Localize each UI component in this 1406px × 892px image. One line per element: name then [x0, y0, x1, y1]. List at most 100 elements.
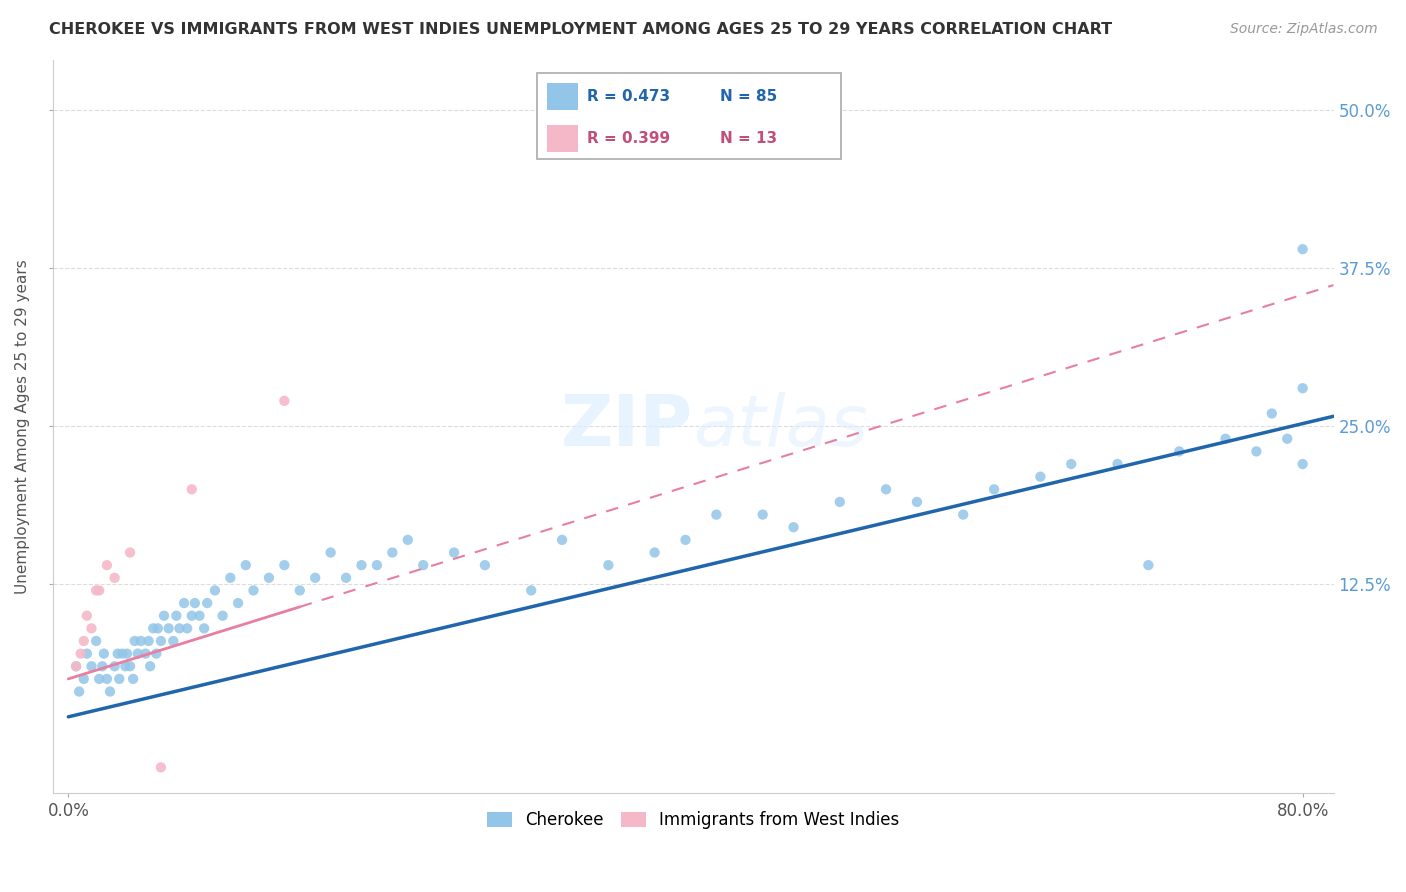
- Point: [828, 495, 851, 509]
- Text: N = 13: N = 13: [720, 131, 778, 145]
- Point: [188, 608, 211, 623]
- Point: [73, 672, 96, 686]
- Point: [76, 608, 98, 623]
- Point: [1291, 242, 1313, 256]
- Point: [162, 634, 184, 648]
- Point: [104, 659, 127, 673]
- Legend: Cherokee, Immigrants from West Indies: Cherokee, Immigrants from West Indies: [481, 805, 905, 836]
- Point: [114, 659, 136, 673]
- Point: [89, 672, 111, 686]
- Point: [176, 621, 198, 635]
- Point: [288, 583, 311, 598]
- Point: [204, 583, 226, 598]
- Point: [396, 533, 419, 547]
- Point: [138, 634, 160, 648]
- Point: [111, 647, 134, 661]
- Point: [193, 621, 215, 635]
- Point: [551, 533, 574, 547]
- Bar: [547, 83, 578, 110]
- Point: [115, 647, 138, 661]
- Point: [319, 545, 342, 559]
- Point: [235, 558, 257, 573]
- Point: [108, 672, 131, 686]
- Point: [381, 545, 404, 559]
- Point: [180, 483, 202, 497]
- Point: [67, 684, 90, 698]
- Point: [1029, 469, 1052, 483]
- Text: N = 85: N = 85: [720, 89, 778, 103]
- Point: [1291, 381, 1313, 395]
- Point: [142, 621, 165, 635]
- Point: [273, 393, 295, 408]
- Point: [120, 659, 142, 673]
- Point: [195, 596, 218, 610]
- Point: [1137, 558, 1160, 573]
- Point: [139, 659, 162, 673]
- Point: [76, 647, 98, 661]
- Point: [107, 647, 129, 661]
- Text: Source: ZipAtlas.com: Source: ZipAtlas.com: [1230, 22, 1378, 37]
- Point: [149, 634, 172, 648]
- Point: [1261, 407, 1284, 421]
- Point: [84, 634, 107, 648]
- Point: [211, 608, 233, 623]
- Point: [905, 495, 928, 509]
- Point: [122, 672, 145, 686]
- Text: ZIP: ZIP: [561, 392, 693, 460]
- Point: [134, 647, 156, 661]
- Point: [127, 647, 149, 661]
- Point: [983, 483, 1005, 497]
- Point: [751, 508, 773, 522]
- Text: R = 0.473: R = 0.473: [586, 89, 671, 103]
- Point: [1215, 432, 1237, 446]
- Point: [96, 558, 118, 573]
- Text: R = 0.399: R = 0.399: [586, 131, 671, 145]
- Point: [335, 571, 357, 585]
- Point: [257, 571, 280, 585]
- Point: [98, 684, 121, 698]
- Point: [146, 621, 169, 635]
- Point: [675, 533, 697, 547]
- Point: [180, 608, 202, 623]
- Point: [412, 558, 434, 573]
- Point: [69, 647, 91, 661]
- Point: [350, 558, 373, 573]
- Point: [84, 583, 107, 598]
- Point: [173, 596, 195, 610]
- Point: [145, 647, 167, 661]
- Point: [184, 596, 207, 610]
- Point: [875, 483, 897, 497]
- Point: [80, 621, 103, 635]
- Point: [80, 659, 103, 673]
- Point: [520, 583, 543, 598]
- Point: [598, 558, 620, 573]
- Point: [91, 659, 114, 673]
- Point: [1291, 457, 1313, 471]
- FancyBboxPatch shape: [537, 73, 841, 159]
- Point: [104, 571, 127, 585]
- Point: [952, 508, 974, 522]
- Bar: [547, 125, 578, 152]
- Point: [89, 583, 111, 598]
- Point: [1246, 444, 1268, 458]
- Point: [273, 558, 295, 573]
- Point: [73, 634, 96, 648]
- Point: [149, 760, 172, 774]
- Point: [1277, 432, 1299, 446]
- Point: [157, 621, 180, 635]
- Point: [474, 558, 496, 573]
- Point: [443, 545, 465, 559]
- Point: [706, 508, 728, 522]
- Point: [226, 596, 249, 610]
- Point: [165, 608, 187, 623]
- Text: atlas: atlas: [693, 392, 868, 460]
- Point: [153, 608, 176, 623]
- Point: [782, 520, 804, 534]
- Point: [169, 621, 191, 635]
- Point: [124, 634, 146, 648]
- Point: [65, 659, 87, 673]
- Point: [129, 634, 152, 648]
- Point: [219, 571, 242, 585]
- Point: [93, 647, 115, 661]
- Point: [96, 672, 118, 686]
